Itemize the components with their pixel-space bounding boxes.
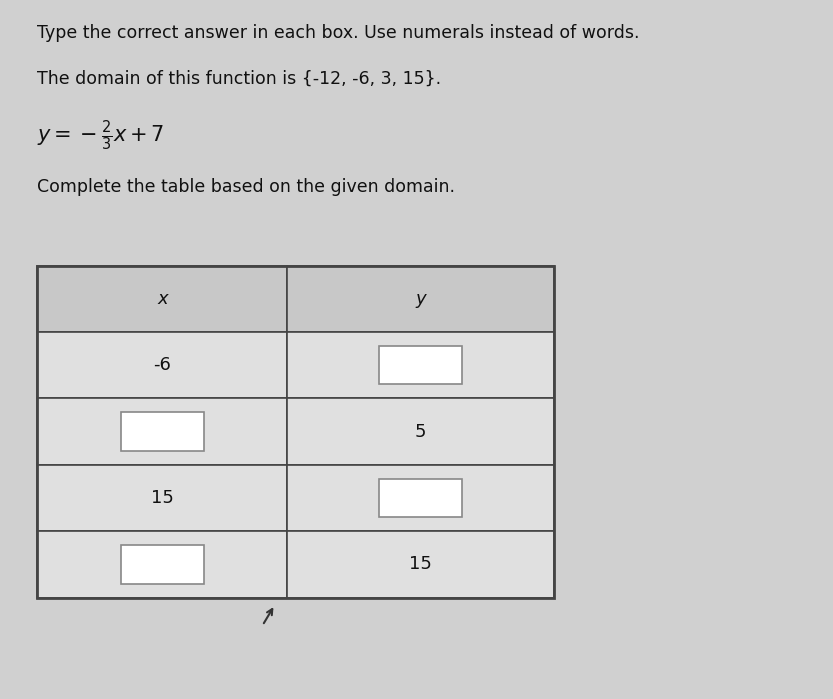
Bar (287, 531, 554, 598)
Text: y: y (416, 290, 426, 308)
Text: -6: -6 (153, 356, 172, 374)
Bar (37, 332, 287, 398)
Text: Complete the table based on the given domain.: Complete the table based on the given do… (37, 178, 456, 196)
Bar (37, 398, 287, 465)
Text: 15: 15 (409, 556, 432, 573)
Bar (287, 332, 554, 398)
Bar (121, 545, 204, 584)
Bar (37, 465, 287, 531)
Text: The domain of this function is {-12, -6, 3, 15}.: The domain of this function is {-12, -6,… (37, 70, 441, 88)
Bar (379, 346, 462, 384)
Bar (37, 266, 554, 598)
Text: 15: 15 (151, 489, 174, 507)
Bar (121, 412, 204, 451)
Text: x: x (157, 290, 167, 308)
Bar (287, 398, 554, 465)
Bar (287, 266, 554, 332)
Bar (37, 266, 287, 332)
Text: $y = -\frac{2}{3}x + 7$: $y = -\frac{2}{3}x + 7$ (37, 119, 165, 153)
Text: Type the correct answer in each box. Use numerals instead of words.: Type the correct answer in each box. Use… (37, 24, 640, 43)
Bar (379, 479, 462, 517)
Bar (37, 531, 287, 598)
Bar (287, 465, 554, 531)
Text: 5: 5 (415, 423, 426, 440)
